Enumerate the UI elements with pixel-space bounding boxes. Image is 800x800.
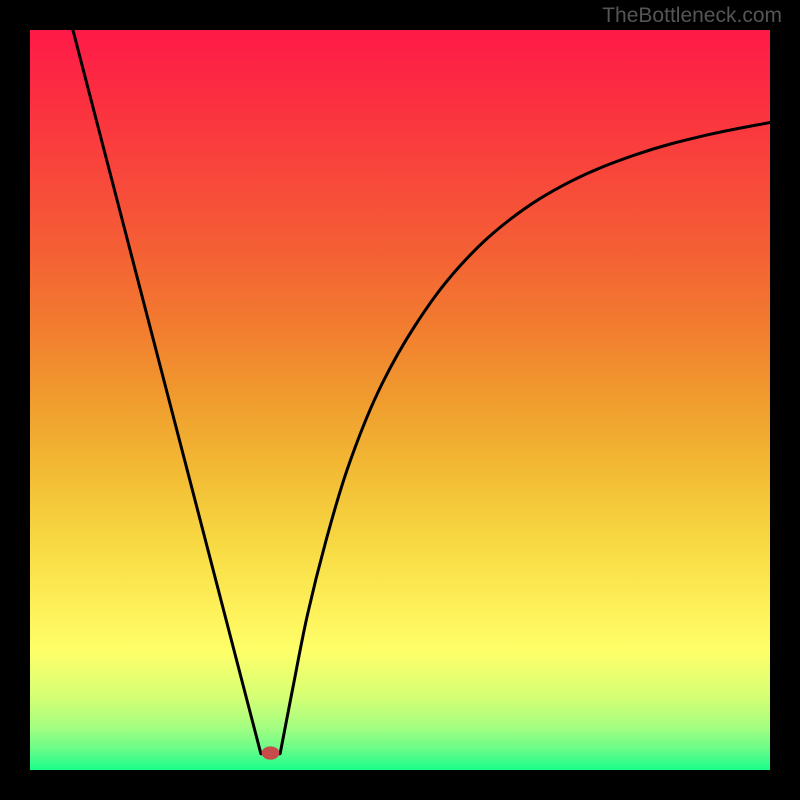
plot-area (30, 30, 770, 770)
optimal-point-marker (262, 746, 280, 759)
gradient-background (30, 30, 770, 770)
watermark-text: TheBottleneck.com (602, 4, 782, 28)
plot-svg (30, 30, 770, 770)
